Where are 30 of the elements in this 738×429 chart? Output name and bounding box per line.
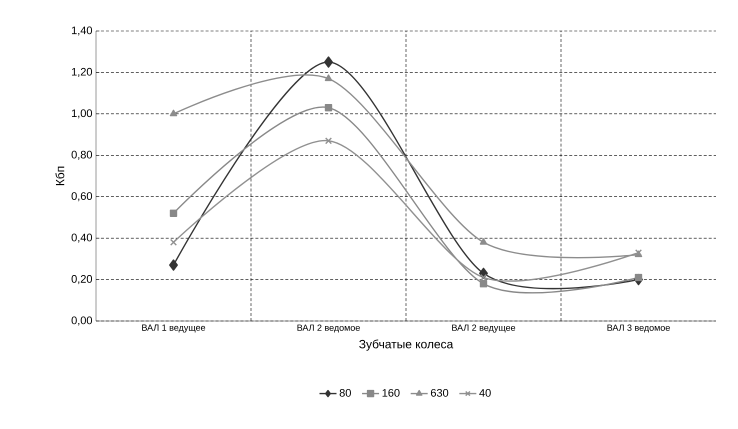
point bbox=[324, 104, 332, 112]
y-tick-label: 1,20 bbox=[72, 68, 92, 77]
y-tick-label: 1,40 bbox=[72, 26, 92, 36]
point bbox=[170, 238, 178, 246]
legend-label: 80 bbox=[340, 388, 351, 397]
y-axis-title: Кбп bbox=[55, 166, 64, 186]
point bbox=[480, 274, 488, 282]
point bbox=[169, 259, 178, 271]
x-tick-label: ВАЛ 2 ведущее bbox=[452, 324, 516, 333]
point bbox=[324, 137, 332, 144]
point bbox=[170, 110, 178, 116]
point bbox=[324, 56, 333, 68]
x-axis-title: Зубчатые колеса bbox=[359, 339, 454, 351]
y-tick-label: 0,40 bbox=[72, 234, 92, 243]
point bbox=[480, 238, 488, 245]
point bbox=[324, 74, 332, 82]
legend-label: 160 bbox=[382, 388, 400, 397]
y-tick-label: 0,00 bbox=[72, 316, 92, 326]
legend-label: 630 bbox=[430, 388, 448, 397]
point bbox=[480, 280, 488, 288]
x-tick-label: ВАЛ 3 ведомое bbox=[607, 324, 670, 333]
y-tick-label: 1,00 bbox=[72, 109, 92, 118]
point bbox=[634, 274, 642, 282]
x-tick-label: ВАЛ 1 ведущее bbox=[142, 324, 206, 333]
y-tick-label: 0,60 bbox=[72, 192, 92, 202]
y-tick-label: 0,20 bbox=[72, 275, 92, 284]
y-tick-label: 0,80 bbox=[72, 150, 92, 160]
x-tick-label: ВАЛ 2 ведомое bbox=[297, 324, 360, 333]
point bbox=[170, 210, 178, 217]
legend-label: 40 bbox=[479, 388, 491, 397]
